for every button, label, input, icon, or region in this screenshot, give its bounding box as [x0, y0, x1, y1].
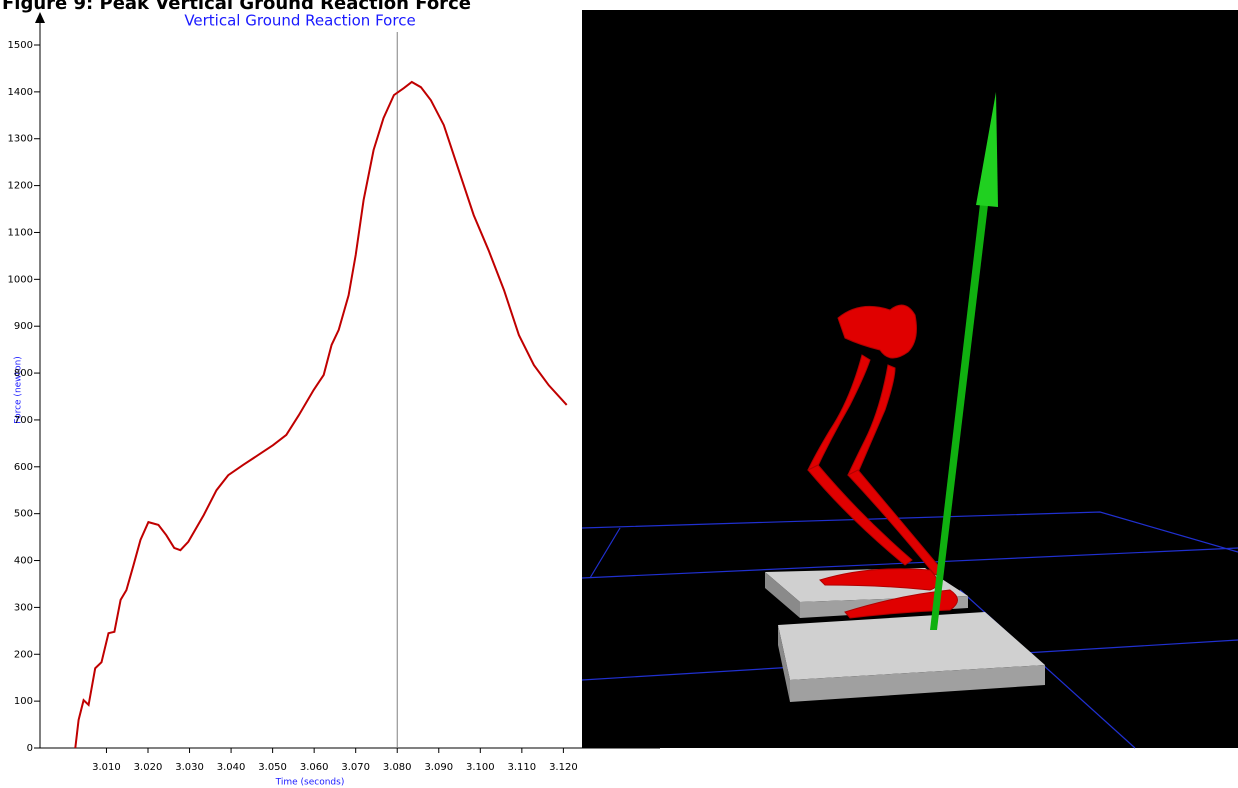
y-tick-label: 1000: [8, 274, 33, 285]
y-axis-label: Force (newton): [14, 356, 24, 424]
y-tick-label: 800: [14, 368, 33, 379]
x-tick-label: 3.020: [134, 762, 163, 773]
y-tick-label: 900: [14, 321, 33, 332]
x-tick-label: 3.060: [300, 762, 329, 773]
scene-3d: [582, 10, 1238, 748]
x-tick-label: 3.120: [549, 762, 578, 773]
data-line: [75, 82, 566, 748]
y-tick-label: 300: [14, 602, 33, 613]
y-tick-label: 700: [14, 415, 33, 426]
x-tick-label: 3.070: [341, 762, 370, 773]
x-tick-label: 3.100: [466, 762, 495, 773]
y-tick-label: 1200: [8, 181, 33, 192]
x-tick-label: 3.090: [424, 762, 453, 773]
y-tick-label: 400: [14, 556, 33, 567]
y-tick-label: 1500: [8, 40, 33, 51]
y-tick-label: 1100: [8, 227, 33, 238]
x-tick-label: 3.030: [175, 762, 204, 773]
x-tick-label: 3.010: [92, 762, 121, 773]
x-tick-label: 3.080: [383, 762, 412, 773]
y-tick-label: 100: [14, 696, 33, 707]
x-tick-label: 3.040: [217, 762, 246, 773]
y-tick-label: 500: [14, 509, 33, 520]
y-tick-label: 1400: [8, 87, 33, 98]
plot-area: 0 100 200 300 400 500 600 700 800 900 1000 1100 1200…: [8, 32, 578, 773]
y-tick-label: 600: [14, 462, 33, 473]
x-tick-label: 3.050: [258, 762, 287, 773]
y-tick-label: 1300: [8, 134, 33, 145]
figure: Figure 9: Peak Vertical Ground Reaction …: [0, 0, 1238, 788]
y-tick-label: 0: [27, 743, 33, 754]
x-tick-label: 3.110: [508, 762, 537, 773]
chart-title: Vertical Ground Reaction Force: [184, 12, 415, 30]
y-tick-label: 200: [14, 649, 33, 660]
x-axis-label: Time (seconds): [275, 778, 345, 788]
